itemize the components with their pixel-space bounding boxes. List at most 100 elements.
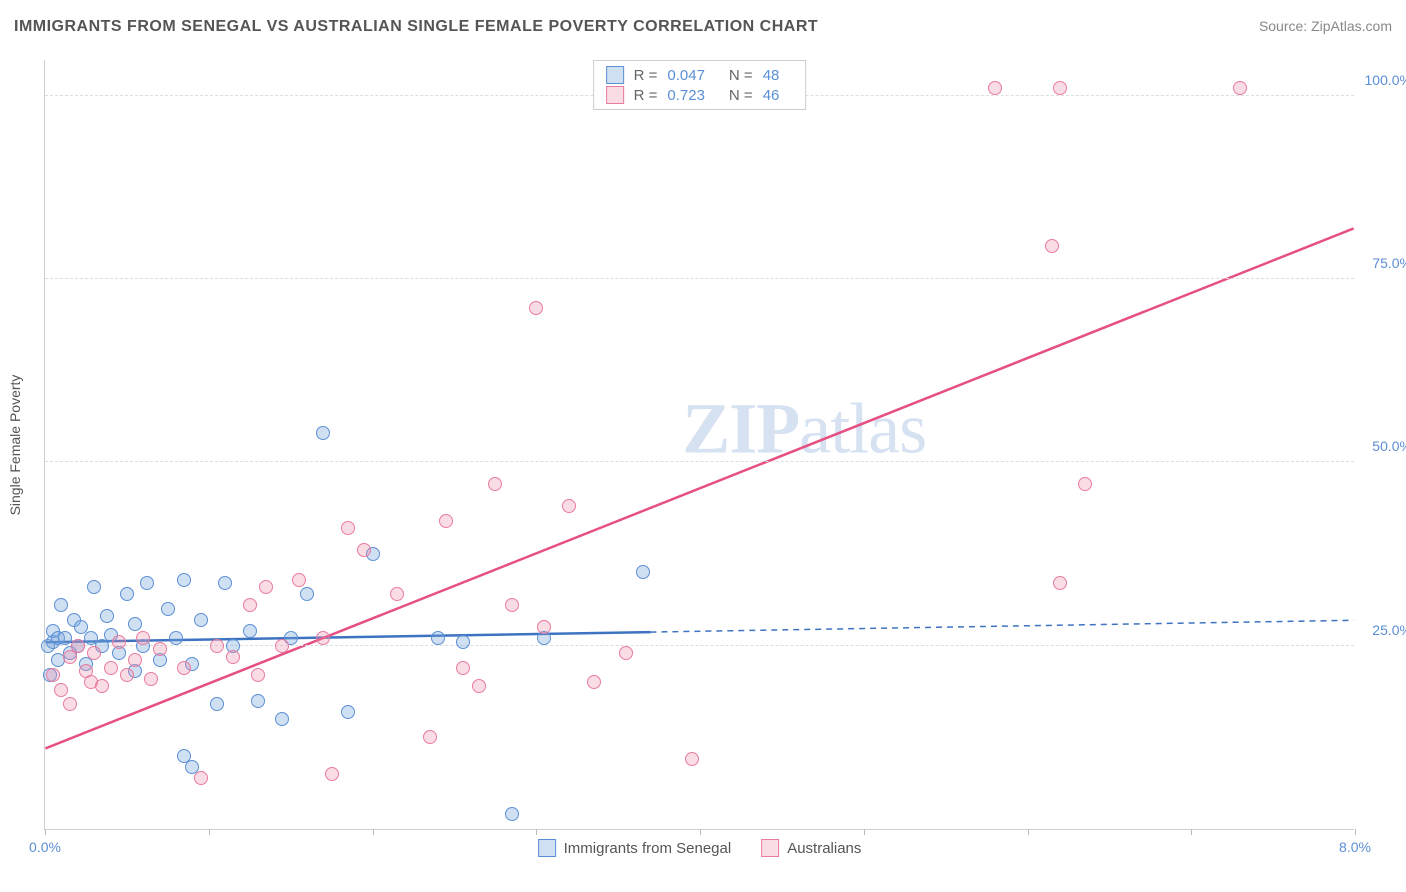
data-point-s2 xyxy=(357,543,371,557)
data-point-s2 xyxy=(104,661,118,675)
data-point-s2 xyxy=(316,631,330,645)
data-point-s2 xyxy=(1045,239,1059,253)
data-point-s1 xyxy=(140,576,154,590)
data-point-s1 xyxy=(54,598,68,612)
regression-line-s2 xyxy=(45,228,1353,748)
data-point-s1 xyxy=(169,631,183,645)
data-point-s1 xyxy=(218,576,232,590)
data-point-s2 xyxy=(685,752,699,766)
data-point-s2 xyxy=(562,499,576,513)
data-point-s2 xyxy=(275,639,289,653)
data-point-s2 xyxy=(505,598,519,612)
data-point-s2 xyxy=(95,679,109,693)
data-point-s2 xyxy=(390,587,404,601)
x-tick xyxy=(1191,829,1192,835)
data-point-s1 xyxy=(210,697,224,711)
data-point-s2 xyxy=(259,580,273,594)
data-point-s2 xyxy=(341,521,355,535)
regression-line-s1-extrapolated xyxy=(650,620,1353,632)
data-point-s2 xyxy=(325,767,339,781)
data-point-s1 xyxy=(505,807,519,821)
data-point-s2 xyxy=(54,683,68,697)
swatch-australians xyxy=(761,839,779,857)
stat-label-n: N = xyxy=(729,67,753,84)
x-tick xyxy=(45,829,46,835)
chart-title: IMMIGRANTS FROM SENEGAL VS AUSTRALIAN SI… xyxy=(14,18,818,36)
data-point-s2 xyxy=(226,650,240,664)
stats-row-senegal: R = 0.047 N = 48 xyxy=(606,65,794,85)
data-point-s1 xyxy=(87,580,101,594)
data-point-s2 xyxy=(1233,81,1247,95)
grid-line xyxy=(45,645,1354,646)
grid-line xyxy=(45,461,1354,462)
y-tick-label: 100.0% xyxy=(1360,72,1406,88)
data-point-s2 xyxy=(619,646,633,660)
data-point-s2 xyxy=(488,477,502,491)
stat-label-n: N = xyxy=(729,87,753,104)
y-tick-label: 50.0% xyxy=(1360,438,1406,454)
legend-item-australians: Australians xyxy=(761,839,861,857)
data-point-s1 xyxy=(275,712,289,726)
regression-lines-layer xyxy=(45,60,1354,829)
data-point-s2 xyxy=(251,668,265,682)
x-tick xyxy=(1355,829,1356,835)
data-point-s1 xyxy=(431,631,445,645)
watermark: ZIPatlas xyxy=(682,388,926,471)
y-axis-label: Single Female Poverty xyxy=(7,374,23,515)
data-point-s1 xyxy=(300,587,314,601)
data-point-s1 xyxy=(161,602,175,616)
grid-line xyxy=(45,278,1354,279)
data-point-s1 xyxy=(341,705,355,719)
data-point-s1 xyxy=(128,617,142,631)
x-tick-label: 8.0% xyxy=(1339,839,1371,855)
x-tick xyxy=(1028,829,1029,835)
data-point-s2 xyxy=(112,635,126,649)
stat-label-r: R = xyxy=(634,87,658,104)
data-point-s2 xyxy=(210,639,224,653)
y-tick-label: 25.0% xyxy=(1360,622,1406,638)
stat-n-senegal: 48 xyxy=(763,67,780,84)
data-point-s2 xyxy=(46,668,60,682)
data-point-s1 xyxy=(58,631,72,645)
data-point-s2 xyxy=(71,639,85,653)
data-point-s1 xyxy=(636,565,650,579)
data-point-s1 xyxy=(120,587,134,601)
data-point-s2 xyxy=(1053,576,1067,590)
data-point-s2 xyxy=(456,661,470,675)
x-tick-label: 0.0% xyxy=(29,839,61,855)
stats-row-australians: R = 0.723 N = 46 xyxy=(606,85,794,105)
scatter-chart: Single Female Poverty R = 0.047 N = 48 R… xyxy=(44,60,1354,830)
data-point-s2 xyxy=(1078,477,1092,491)
x-tick xyxy=(864,829,865,835)
data-point-s2 xyxy=(153,642,167,656)
x-tick xyxy=(700,829,701,835)
legend-label-senegal: Immigrants from Senegal xyxy=(564,840,732,857)
source-attribution: Source: ZipAtlas.com xyxy=(1259,18,1392,34)
x-tick xyxy=(536,829,537,835)
data-point-s2 xyxy=(292,573,306,587)
data-point-s1 xyxy=(194,613,208,627)
legend-label-australians: Australians xyxy=(787,840,861,857)
swatch-senegal xyxy=(538,839,556,857)
data-point-s2 xyxy=(529,301,543,315)
stat-n-australians: 46 xyxy=(763,87,780,104)
data-point-s2 xyxy=(87,646,101,660)
data-point-s2 xyxy=(177,661,191,675)
data-point-s2 xyxy=(472,679,486,693)
data-point-s2 xyxy=(63,697,77,711)
data-point-s2 xyxy=(423,730,437,744)
stat-r-australians: 0.723 xyxy=(667,87,705,104)
data-point-s2 xyxy=(988,81,1002,95)
correlation-stats-legend: R = 0.047 N = 48 R = 0.723 N = 46 xyxy=(593,60,807,110)
data-point-s2 xyxy=(587,675,601,689)
x-tick xyxy=(209,829,210,835)
series-legend: Immigrants from Senegal Australians xyxy=(538,839,862,857)
x-tick xyxy=(373,829,374,835)
data-point-s2 xyxy=(439,514,453,528)
swatch-senegal xyxy=(606,66,624,84)
data-point-s2 xyxy=(144,672,158,686)
data-point-s2 xyxy=(194,771,208,785)
data-point-s1 xyxy=(316,426,330,440)
data-point-s2 xyxy=(136,631,150,645)
data-point-s2 xyxy=(243,598,257,612)
